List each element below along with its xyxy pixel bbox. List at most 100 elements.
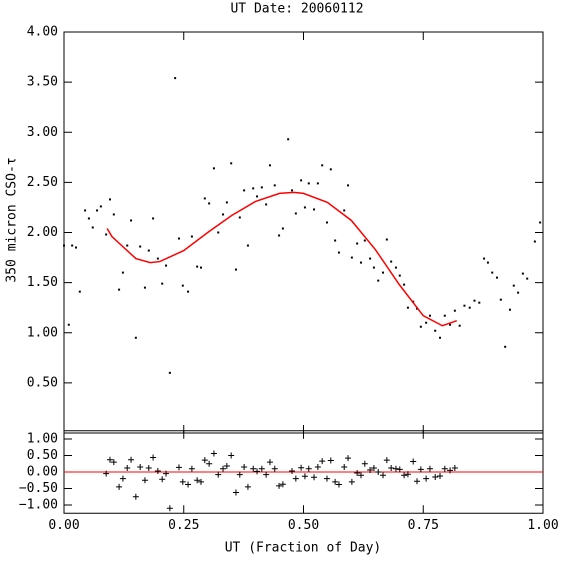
residual-point [271,465,278,472]
residual-point [332,478,339,485]
data-point [398,274,401,277]
residual-point [375,469,382,475]
residual-point [345,455,352,462]
y-tick-label: 2.50 [27,175,58,190]
data-point [217,231,220,234]
data-point [256,195,259,198]
data-point [181,284,184,287]
residual-point [276,482,283,489]
y-tick-label: −0.50 [19,481,58,496]
data-point [243,189,246,192]
data-point [329,168,332,171]
residual-point [110,459,117,466]
residual-point [396,466,403,473]
data-point [483,257,486,260]
residual-point [451,465,458,472]
data-point [74,246,77,249]
data-point [238,216,241,219]
data-point [91,226,94,229]
y-tick-label: 0.50 [27,448,58,463]
data-point [300,179,303,182]
residual-point [137,464,144,471]
data-point [350,256,353,259]
data-point [126,244,129,247]
residual-point [179,478,186,485]
y-tick-label: 1.50 [27,275,58,290]
residual-point [357,472,364,479]
data-point [491,271,494,274]
data-point [196,265,199,268]
data-point [343,209,346,212]
y-tick-label: 1.00 [27,432,58,447]
data-point [363,239,366,242]
data-point [463,304,466,307]
data-point [307,182,310,185]
data-point [152,217,155,220]
residual-point [154,468,161,475]
data-point [372,266,375,269]
residual-point [201,457,208,464]
residual-point [206,460,213,467]
data-point [265,203,268,206]
residual-point [250,465,257,472]
residual-point [314,464,321,471]
residual-point [241,464,248,471]
y-tick-label: 3.00 [27,125,58,140]
residual-point [417,466,424,473]
data-point [504,345,507,348]
data-point [87,217,90,220]
data-point [99,205,102,208]
data-point [84,209,87,212]
data-point [134,336,137,339]
data-point [222,213,225,216]
data-point [291,189,294,192]
residual-point [370,465,377,472]
y-tick-label: 0.00 [27,465,58,480]
data-point [278,234,281,237]
plot-frame [63,31,544,434]
residual-point [166,505,173,512]
data-point [496,276,499,279]
data-point [458,324,461,327]
data-point [174,77,177,80]
data-point [406,306,409,309]
data-point [334,239,337,242]
residual-point [210,450,217,457]
data-point [377,279,380,282]
residual-point [258,465,265,472]
residual-point [319,458,326,465]
data-point [105,233,108,236]
residual-point [188,465,195,472]
residual-point [292,475,299,482]
data-point [130,219,133,222]
data-point [325,221,328,224]
x-axis-label: UT (Fraction of Day) [225,541,382,556]
residual-point [106,456,113,463]
chart-title: UT Date: 20060112 [230,2,363,17]
data-point [356,242,359,245]
data-point [199,266,202,269]
data-point [390,260,393,263]
fit-line [106,191,458,327]
data-point [443,314,446,317]
x-tick-label: 0.25 [168,518,199,533]
residual-point [197,478,204,485]
data-point [225,201,228,204]
residual-point [236,471,243,478]
data-point [526,277,529,280]
data-point [369,257,372,260]
residual-point [163,470,170,477]
residual-point [194,477,201,484]
data-point [434,329,437,332]
residual-point [185,481,192,488]
data-point [268,164,271,167]
residual-point [128,456,135,463]
data-point [533,240,536,243]
data-point [203,197,206,200]
data-point [121,271,124,274]
data-point [512,284,515,287]
data-point [112,213,115,216]
data-point [287,138,290,141]
residual-point [215,471,222,478]
y-tick-label: 1.00 [27,325,58,340]
